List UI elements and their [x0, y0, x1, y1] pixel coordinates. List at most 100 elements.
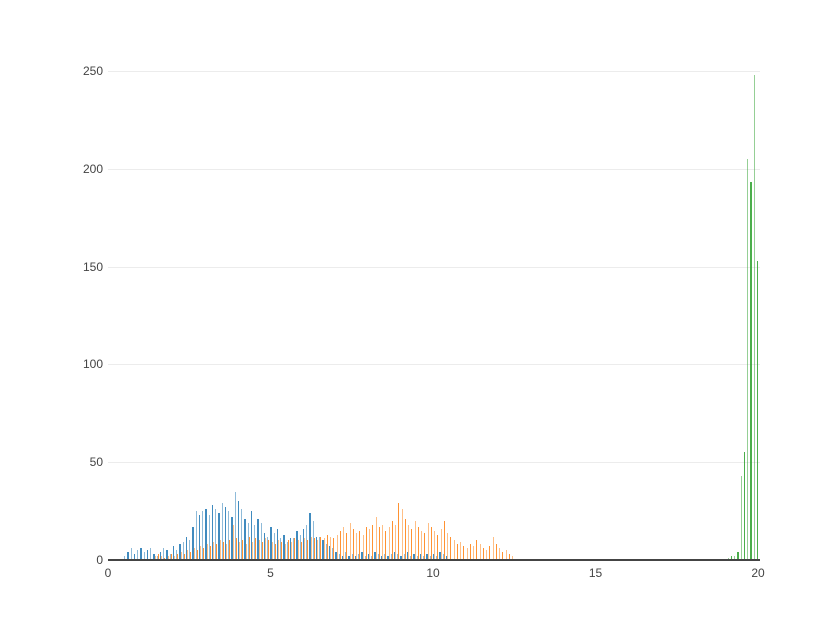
- histogram-bar-orange: [297, 540, 299, 560]
- histogram-bar-orange: [469, 544, 471, 560]
- histogram-bar-blue: [211, 505, 214, 560]
- histogram-bar-green: [730, 556, 733, 560]
- histogram-bar-blue: [137, 550, 139, 560]
- histogram-bar-orange: [512, 556, 514, 560]
- histogram-bar-blue: [416, 556, 418, 560]
- histogram-bar-orange: [206, 544, 208, 560]
- histogram-bar-blue: [296, 530, 298, 560]
- histogram-bar-blue: [325, 544, 327, 560]
- histogram-bar-green: [750, 182, 752, 560]
- x-axis-line: [108, 559, 760, 561]
- histogram-bar-orange: [466, 548, 468, 560]
- histogram-bar-orange: [388, 526, 390, 560]
- histogram-bar-orange: [430, 526, 432, 560]
- histogram-bar-blue: [341, 556, 344, 560]
- histogram-bar-orange: [359, 530, 361, 560]
- histogram-bar-blue: [322, 540, 324, 560]
- histogram-bar-orange: [271, 542, 273, 560]
- histogram-bar-orange: [356, 532, 358, 560]
- histogram-bar-blue: [267, 536, 269, 560]
- y-axis-tick-label: 50: [89, 455, 103, 470]
- histogram-bar-blue: [286, 542, 288, 560]
- histogram-bar-blue: [436, 556, 438, 560]
- histogram-bar-blue: [364, 556, 366, 560]
- y-gridline: [108, 462, 760, 464]
- histogram-bar-orange: [300, 542, 302, 560]
- histogram-bar-orange: [395, 524, 397, 560]
- histogram-bar-green: [753, 74, 755, 560]
- histogram-bar-blue: [335, 552, 337, 560]
- histogram-bar-orange: [443, 520, 445, 560]
- histogram-bar-orange: [235, 538, 237, 560]
- histogram-bar-orange: [460, 542, 462, 560]
- histogram-bar-blue: [153, 554, 155, 560]
- histogram-bar-blue: [397, 554, 399, 560]
- histogram-bar-orange: [239, 542, 241, 560]
- histogram-bar-orange: [203, 548, 205, 560]
- histogram-bar-orange: [258, 540, 260, 560]
- histogram-bar-orange: [281, 542, 283, 560]
- histogram-bar-orange: [265, 538, 267, 560]
- histogram-bar-orange: [304, 538, 306, 560]
- histogram-bar-blue: [400, 556, 402, 560]
- histogram-bar-blue: [146, 550, 149, 560]
- histogram-bar-blue: [367, 554, 370, 560]
- histogram-bar-orange: [232, 524, 234, 560]
- histogram-bar-blue: [423, 556, 425, 560]
- histogram-bar-orange: [453, 540, 455, 560]
- histogram-bar-orange: [352, 528, 354, 560]
- histogram-bar-orange: [508, 554, 510, 560]
- histogram-bar-blue: [419, 554, 422, 560]
- histogram-bar-orange: [437, 534, 439, 560]
- histogram-bar-blue: [124, 556, 126, 560]
- histogram-bar-orange: [313, 538, 315, 560]
- histogram-bar-blue: [140, 548, 142, 560]
- histogram-bar-blue: [159, 552, 162, 560]
- histogram-bar-blue: [189, 540, 191, 560]
- histogram-bar-orange: [174, 556, 176, 560]
- histogram-bar-blue: [192, 526, 194, 560]
- histogram-bar-orange: [320, 536, 322, 560]
- histogram-bar-orange: [274, 544, 276, 560]
- histogram-bar-orange: [401, 509, 403, 560]
- x-axis-tick-label: 10: [426, 566, 440, 580]
- histogram-bar-orange: [424, 532, 426, 560]
- histogram-bar-orange: [336, 534, 338, 560]
- histogram-bar-orange: [170, 554, 172, 560]
- x-axis-tick-label: 0: [104, 566, 112, 580]
- histogram-bar-blue: [361, 552, 363, 560]
- histogram-bar-blue: [176, 550, 178, 560]
- y-axis-tick-label: 0: [96, 553, 103, 567]
- histogram-bar-blue: [445, 556, 448, 560]
- histogram-bar-blue: [432, 554, 435, 560]
- histogram-bar-blue: [328, 546, 331, 560]
- histogram-bar-orange: [398, 503, 400, 560]
- x-axis-tick-label: 20: [751, 566, 765, 580]
- histogram-bar-blue: [345, 552, 347, 560]
- histogram-bar-orange: [482, 548, 484, 560]
- histogram-bar-blue: [374, 552, 376, 560]
- histogram-bar-blue: [263, 532, 266, 560]
- histogram-bar-orange: [209, 546, 211, 560]
- histogram-bar-blue: [218, 513, 220, 560]
- histogram-bar-green: [743, 452, 746, 560]
- histogram-bar-blue: [338, 554, 340, 560]
- histogram-bar-blue: [429, 556, 431, 560]
- histogram-bar-blue: [185, 536, 188, 560]
- histogram-bar-blue: [257, 518, 259, 560]
- histogram-bar-orange: [505, 550, 507, 560]
- histogram-bar-orange: [216, 544, 218, 560]
- histogram-bar-orange: [310, 536, 312, 560]
- histogram-bar-orange: [375, 516, 377, 560]
- histogram-bar-orange: [492, 536, 494, 560]
- histogram-bar-blue: [319, 536, 321, 560]
- histogram-bar-blue: [377, 554, 379, 560]
- histogram-bar-orange: [499, 548, 501, 560]
- histogram-bar-blue: [439, 552, 441, 560]
- histogram-bar-green: [740, 475, 742, 560]
- histogram-bar-orange: [193, 548, 195, 560]
- histogram-bar-orange: [284, 544, 286, 560]
- histogram-bar-green: [737, 552, 739, 560]
